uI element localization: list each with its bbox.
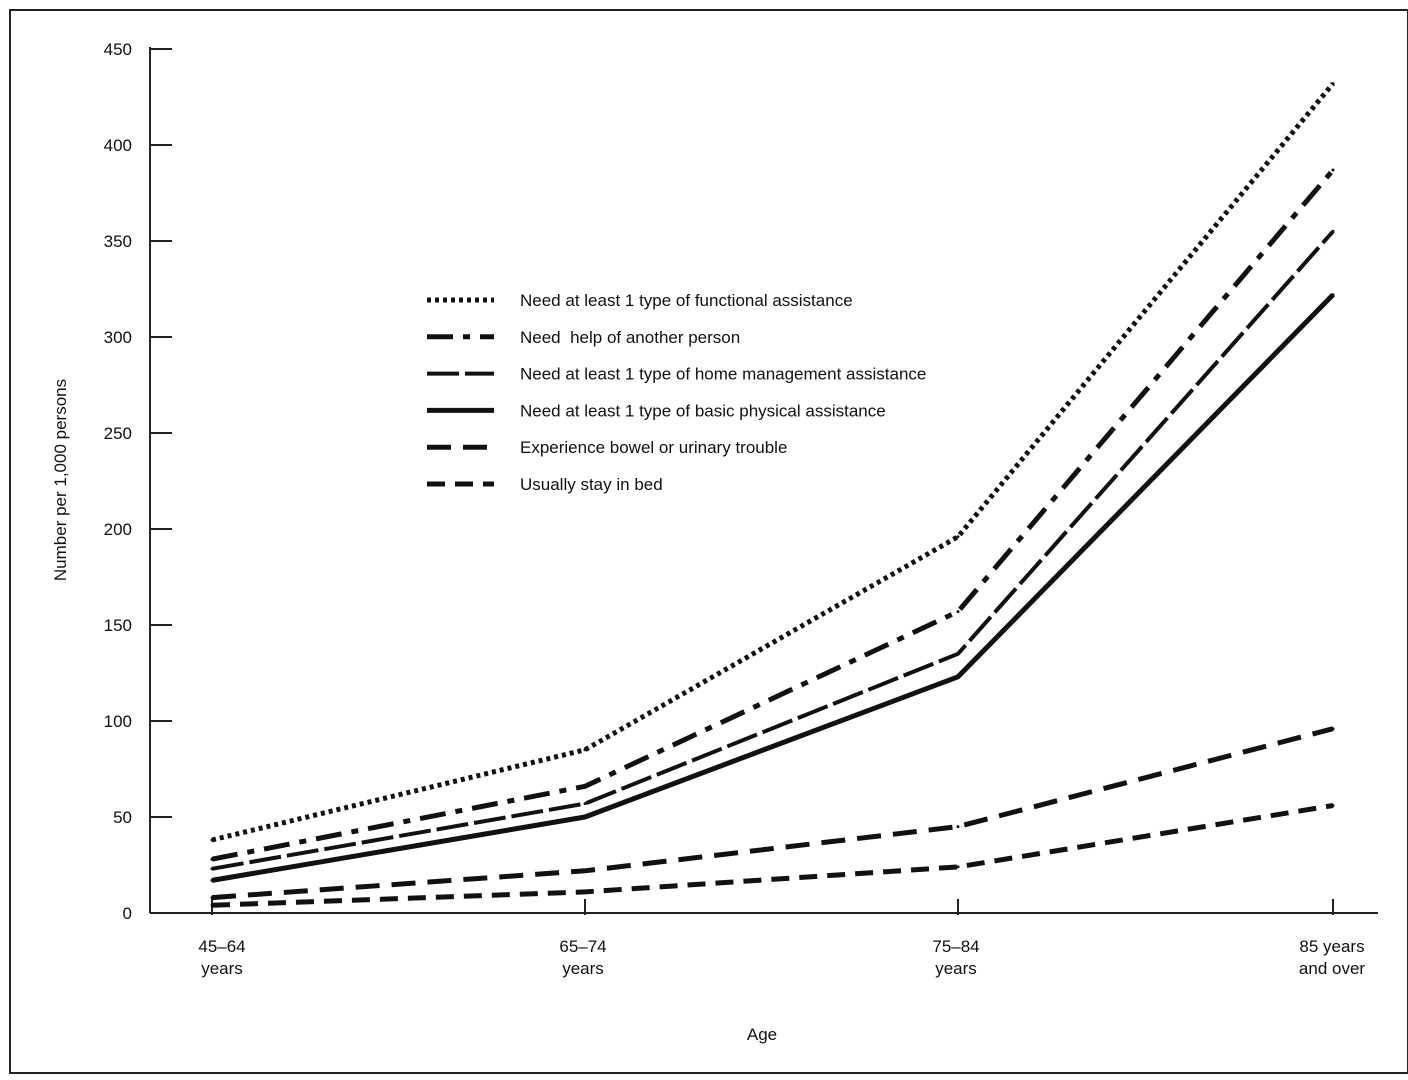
data-point <box>956 825 960 829</box>
x-tick-label: years <box>935 959 977 978</box>
data-point <box>583 802 587 806</box>
x-tick-label: 85 years <box>1299 937 1364 956</box>
data-point <box>210 903 214 907</box>
x-tick-label: 75–84 <box>932 937 979 956</box>
data-point <box>1331 727 1335 731</box>
data-point <box>1331 168 1335 172</box>
series-line-1 <box>211 82 1335 843</box>
x-tick-label: years <box>562 959 604 978</box>
y-axis-title: Number per 1,000 persons <box>51 379 70 581</box>
data-point <box>210 867 214 871</box>
y-tick-label: 200 <box>104 520 132 539</box>
x-tick-label: 45–64 <box>198 937 245 956</box>
series-line-4 <box>211 293 1335 883</box>
x-axis-title: Age <box>747 1025 777 1044</box>
data-point <box>210 878 214 882</box>
y-tick-label: 50 <box>113 808 132 827</box>
data-point <box>1331 293 1335 297</box>
data-point <box>583 784 587 788</box>
legend-label: Usually stay in bed <box>520 475 663 494</box>
y-tick-label: 250 <box>104 424 132 443</box>
data-point <box>956 675 960 679</box>
y-tick-label: 150 <box>104 616 132 635</box>
x-tick-label: 65–74 <box>559 937 606 956</box>
y-tick-label: 0 <box>123 904 132 923</box>
data-point <box>956 865 960 869</box>
data-point <box>956 535 960 539</box>
data-point <box>210 838 214 842</box>
y-tick-label: 450 <box>104 40 132 59</box>
legend-label: Experience bowel or urinary trouble <box>520 438 787 457</box>
y-tick-label: 350 <box>104 232 132 251</box>
data-point <box>1331 804 1335 807</box>
legend-label: Need at least 1 type of home management … <box>520 365 926 384</box>
series-line-6 <box>211 803 1334 908</box>
legend: Need at least 1 type of functional assis… <box>427 291 926 494</box>
data-point <box>956 652 960 656</box>
data-point <box>583 890 587 894</box>
series-lines <box>210 82 1335 908</box>
y-tick-label: 400 <box>104 136 132 155</box>
data-point <box>1331 229 1335 233</box>
data-point <box>210 896 214 900</box>
data-point <box>583 869 587 873</box>
data-point <box>583 748 587 752</box>
y-tick-label: 100 <box>104 712 132 731</box>
legend-label: Need help of another person <box>520 328 740 347</box>
legend-label: Need at least 1 type of functional assis… <box>520 291 853 310</box>
series-line-2 <box>211 168 1335 862</box>
data-point <box>583 815 587 819</box>
data-point <box>1331 82 1335 86</box>
series-line-3 <box>211 230 1335 871</box>
x-tick-label: and over <box>1299 959 1365 978</box>
data-point <box>210 857 214 861</box>
chart-frame <box>9 9 1408 1074</box>
legend-label: Need at least 1 type of basic physical a… <box>520 401 886 420</box>
series-line-5 <box>211 726 1334 901</box>
y-tick-label: 300 <box>104 328 132 347</box>
axes: 0 50 100 150 200 250 300 350 400 450 45–64 years 65–… <box>104 40 1378 978</box>
data-point <box>956 610 960 614</box>
x-tick-label: years <box>201 959 243 978</box>
